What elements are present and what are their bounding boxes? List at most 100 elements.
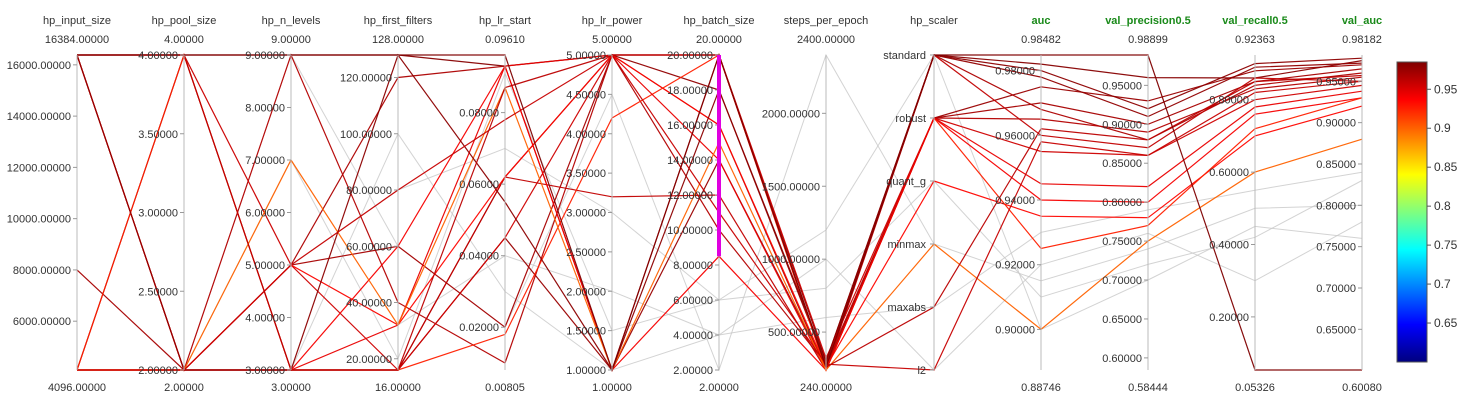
tick-label: 500.00000 (768, 327, 820, 339)
axis-max-label: 0.98899 (1128, 34, 1168, 46)
category-label: quant_g (886, 176, 926, 188)
axis-title: hp_first_filters (364, 15, 433, 27)
tick-label: 4.00000 (673, 330, 713, 342)
tick-label: 4.00000 (138, 50, 178, 62)
tick-label: 0.75000 (1316, 242, 1356, 254)
axis-min-label: 4096.00000 (48, 382, 106, 394)
tick-label: 0.90000 (995, 324, 1035, 336)
tick-label: 6.00000 (245, 208, 285, 220)
axis-max-label: 2400.00000 (797, 34, 855, 46)
tick-label: 3.00000 (566, 208, 606, 220)
tick-label: 60.00000 (346, 241, 392, 253)
axis-title: hp_n_levels (262, 15, 321, 27)
axis-min-label: 16.00000 (375, 382, 421, 394)
axis-val-recall0-5[interactable]: val_recall0.5 0.92363 0.05326 0.80000 0.6000… (1209, 15, 1287, 394)
axis-val-precision0-5[interactable]: val_precision0.5 0.98899 0.58444 0.95000 0.9… (1102, 15, 1191, 394)
tick-label: 0.60000 (1102, 353, 1142, 365)
axis-min-label: 3.00000 (271, 382, 311, 394)
axis-max-label: 0.98482 (1021, 34, 1061, 46)
tick-label: 1500.00000 (762, 181, 820, 193)
axis-max-label: 0.92363 (1235, 34, 1275, 46)
tick-label: 1000.00000 (762, 254, 820, 266)
axis-hp-batch-size[interactable]: hp_batch_size 20.00000 2.00000 20.00000 18.0… (667, 15, 754, 394)
category-label: l2 (917, 365, 926, 377)
tick-label: 3.00000 (245, 365, 285, 377)
tick-label: 4.00000 (245, 313, 285, 325)
tick-label: 18.00000 (667, 85, 713, 97)
axis-title: auc (1032, 15, 1051, 27)
axis-min-label: 0.60080 (1342, 382, 1382, 394)
axis-title: val_recall0.5 (1222, 15, 1287, 27)
axis-max-label: 9.00000 (271, 34, 311, 46)
tick-label: 6000.00000 (13, 316, 71, 328)
tick-label: 0.70000 (1316, 283, 1356, 295)
axis-hp-lr-power[interactable]: hp_lr_power 5.00000 1.00000 5.00000 4.50000 4… (566, 15, 642, 394)
tick-label: 0.65000 (1102, 314, 1142, 326)
tick-label: 80.00000 (346, 185, 392, 197)
tick-label: 0.04000 (459, 251, 499, 263)
tick-label: 12.00000 (667, 190, 713, 202)
axis-auc[interactable]: auc 0.98482 0.88746 0.98000 0.96000 0.94000 0.… (995, 15, 1061, 394)
tick-label: 3.50000 (566, 168, 606, 180)
tick-label: 9.00000 (245, 50, 285, 62)
tick-label: 2000.00000 (762, 108, 820, 120)
axis-title: hp_scaler (910, 15, 958, 27)
tick-label: 120.00000 (340, 73, 392, 85)
tick-label: 0.92000 (995, 260, 1035, 272)
axis-hp-n-levels[interactable]: hp_n_levels 9.00000 3.00000 9.00000 8.00000 7… (245, 15, 321, 394)
tick-label: 20.00000 (667, 50, 713, 62)
axis-hp-input-size[interactable]: hp_input_size 16384.00000 4096.00000 16000.… (7, 15, 111, 394)
axis-hp-lr-start[interactable]: hp_lr_start 0.09610 0.00805 0.08000 0.06000 0… (459, 15, 531, 394)
tick-label: 1.00000 (566, 365, 606, 377)
tick-label: 0.65000 (1316, 324, 1356, 336)
axis-val-auc[interactable]: val_auc 0.98182 0.60080 0.95000 0.90000 0.850… (1316, 15, 1382, 394)
axis-hp-pool-size[interactable]: hp_pool_size 4.00000 2.00000 4.00000 3.50000… (138, 15, 216, 394)
axis-min-label: 2.00000 (699, 382, 739, 394)
tick-label: 0.06000 (459, 179, 499, 191)
tick-label: 0.80000 (1102, 197, 1142, 209)
tick-label: 5.00000 (566, 50, 606, 62)
brush-selection[interactable] (717, 55, 721, 257)
axis-max-label: 0.98182 (1342, 34, 1382, 46)
tick-label: 1.50000 (566, 326, 606, 338)
tick-label: 2.50000 (566, 247, 606, 259)
tick-label: 0.95000 (1316, 76, 1356, 88)
axis-max-label: 16384.00000 (45, 34, 109, 46)
tick-label: 0.96000 (995, 130, 1035, 142)
colorbar-tick-label: 0.7 (1434, 277, 1451, 291)
axis-hp-first-filters[interactable]: hp_first_filters 128.00000 16.00000 120.000… (340, 15, 433, 394)
axis-title: steps_per_epoch (784, 15, 868, 27)
axis-title: val_auc (1342, 15, 1382, 27)
tick-label: 0.40000 (1209, 240, 1249, 252)
axis-title: val_precision0.5 (1105, 15, 1191, 27)
tick-label: 0.75000 (1102, 236, 1142, 248)
tick-label: 20.00000 (346, 354, 392, 366)
axis-max-label: 128.00000 (372, 34, 424, 46)
axis-title: hp_pool_size (152, 15, 217, 27)
tick-label: 2.00000 (138, 365, 178, 377)
axis-title: hp_batch_size (684, 15, 755, 27)
axis-min-label: 0.00805 (485, 382, 525, 394)
tick-label: 5.00000 (245, 260, 285, 272)
tick-label: 16.00000 (667, 120, 713, 132)
colorbar: 0.95 0.9 0.85 0.8 0.75 0.7 0.65 (1396, 61, 1458, 363)
tick-label: 0.90000 (1102, 119, 1142, 131)
axis-steps-per-epoch[interactable]: steps_per_epoch 2400.00000 240.00000 2000.0… (762, 15, 868, 394)
tick-label: 0.85000 (1316, 159, 1356, 171)
tick-label: 0.95000 (1102, 80, 1142, 92)
category-label: standard (883, 50, 926, 62)
axis-min-label: 1.00000 (592, 382, 632, 394)
axis-min-label: 2.00000 (164, 382, 204, 394)
tick-label: 12000.00000 (7, 162, 71, 174)
axes: hp_input_size 16384.00000 4096.00000 16000.… (7, 15, 1382, 394)
tick-label: 3.00000 (138, 208, 178, 220)
category-label: maxabs (887, 302, 926, 314)
axis-max-label: 4.00000 (164, 34, 204, 46)
category-label: minmax (887, 239, 926, 251)
tick-label: 0.80000 (1209, 95, 1249, 107)
axis-max-label: 20.00000 (696, 34, 742, 46)
axis-title: hp_lr_start (479, 15, 531, 27)
tick-label: 0.90000 (1316, 118, 1356, 130)
tick-label: 6.00000 (673, 295, 713, 307)
